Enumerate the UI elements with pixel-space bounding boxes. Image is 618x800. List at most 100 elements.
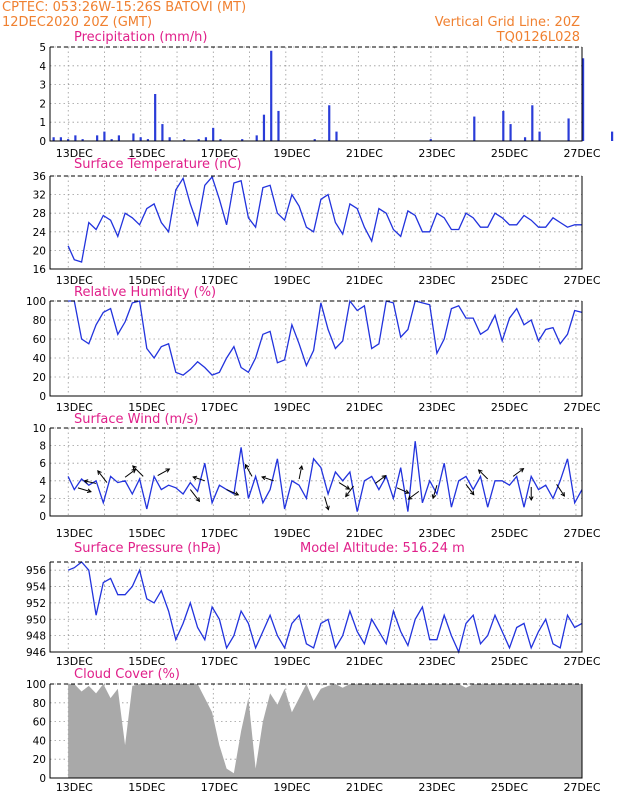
cloud-ytick-label: 0 [39,773,46,785]
humidity-ytick-label: 100 [26,296,46,308]
precip-xtick-label: 19DEC [273,147,310,160]
precip-ytick-label: 4 [39,61,46,73]
pressure-xtick-label: 17DEC [201,655,238,668]
humidity-xtick-label: 17DEC [201,401,238,414]
pressure-xtick-label: 25DEC [491,655,528,668]
precip-ytick-label: 0 [39,136,46,148]
precip-bar [509,124,512,141]
wind-arrow-shaft [432,485,438,499]
wind-arrow-head [261,475,267,481]
wind-xtick-label: 21DEC [346,527,383,540]
temp-xtick-label: 17DEC [201,274,238,287]
pressure-xtick-label: 19DEC [273,655,310,668]
precip-bar [204,137,208,141]
wind-xtick-label: 19DEC [273,527,310,540]
cloud-ytick-label: 100 [26,679,46,691]
wind-arrow-shaft [157,468,170,476]
wind-arrow-shaft [556,484,565,497]
wind-arrow-head [325,505,330,511]
precip-bar [161,124,164,141]
wind-arrow-head [244,463,250,469]
wind-arrow-head [519,467,525,473]
cloud-xtick-label: 21DEC [346,781,383,794]
wind-xtick-label: 13DEC [56,527,93,540]
temp-xtick-label: 23DEC [418,274,455,287]
temp-xtick-label: 25DEC [491,274,528,287]
wind-ytick-label: 4 [39,476,46,488]
wind-frame [49,428,583,517]
wind-arrow-shaft [345,485,354,497]
humidity-xtick-label: 25DEC [491,401,528,414]
pressure-xtick-label: 13DEC [56,655,93,668]
wind-ytick-label: 8 [39,441,46,453]
wind-arrow-head [407,495,413,500]
temp-xtick-label: 21DEC [346,274,383,287]
temperature-panel: 16 20 24 28 32 36 13DEC 15DEC 17DEC 19DEC 21DEC 23D… [33,157,601,287]
wind-arrow-head [477,469,483,474]
precip-bar [328,105,331,141]
humidity-ytick-label: 20 [33,372,46,384]
precip-bar [81,139,84,141]
wind-arrow-shaft [189,489,200,502]
pressure-ytick-label: 948 [26,631,46,643]
precip-bar [212,127,215,141]
precip-title: Precipitation (mm/h) [74,30,207,45]
wind-arrow-head [195,497,201,503]
temp-frame [49,176,583,270]
precip-bar [255,135,258,141]
precip-xtick-label: 25DEC [491,147,528,160]
wind-arrow-shaft [408,490,420,500]
precip-bar [262,114,266,141]
cloud-ytick-label: 80 [33,698,46,710]
pressure-frame [49,562,583,653]
pressure-ytick-label: 952 [26,598,46,610]
wind-xtick-label: 17DEC [201,527,238,540]
wind-arrow-shaft [124,469,136,478]
wind-arrow-shaft [261,476,274,482]
precip-ytick-label: 3 [39,80,46,92]
wind-arrow-shaft [324,496,329,510]
precip-bar [74,135,77,141]
precip-bar [117,135,121,141]
precip-bar [523,137,527,141]
wind-arrow-shaft [226,489,239,496]
precip-bar [96,135,99,141]
wind-arrow-head [528,496,534,502]
precip-bar [581,58,585,141]
wind-arrow-shaft [84,480,97,484]
wind-xtick-label: 15DEC [128,527,165,540]
temp-xtick-label: 13DEC [56,274,93,287]
wind-arrow-head [560,491,565,497]
wind-arrow-head [431,494,437,500]
precip-ytick-label: 5 [39,42,46,54]
wind-ytick-label: 10 [33,423,46,435]
temp-xtick-label: 19DEC [273,274,310,287]
wind-arrow-head [234,491,240,496]
precip-ytick-label: 2 [39,98,46,110]
wind-arrow-head [298,465,304,471]
precip-bar [538,131,541,141]
precipitation-panel: 0 1 2 3 4 5 13DEC 15DEC 17DEC 19DEC 21DEC 23DEC 25DE… [39,30,614,160]
precip-bar [168,137,171,141]
humidity-ytick-label: 60 [33,334,46,346]
wind-arrow-head [345,492,350,498]
wind-arrow-head [86,488,92,494]
cloud-xtick-label: 15DEC [128,781,165,794]
precip-xtick-label: 23DEC [418,147,455,160]
wind-arrow-head [165,468,171,473]
wind-arrow-shaft [132,465,144,477]
precip-bar [335,131,338,141]
precip-xtick-label: 15DEC [128,147,165,160]
wind-title: Surface Wind (m/s) [74,412,198,427]
cloud-title: Cloud Cover (%) [74,667,180,682]
precip-bar [139,137,142,141]
pressure-series-line [67,561,583,654]
temp-ytick-label: 24 [33,227,47,239]
pressure-xtick-label: 21DEC [346,655,383,668]
wind-arrow-head [97,470,102,475]
wind-xtick-label: 27DEC [563,527,600,540]
precip-xtick-label: 17DEC [201,147,238,160]
precip-bar [110,139,113,141]
wind-arrow-shaft [338,482,350,490]
wind-arrow-shaft [396,487,409,494]
